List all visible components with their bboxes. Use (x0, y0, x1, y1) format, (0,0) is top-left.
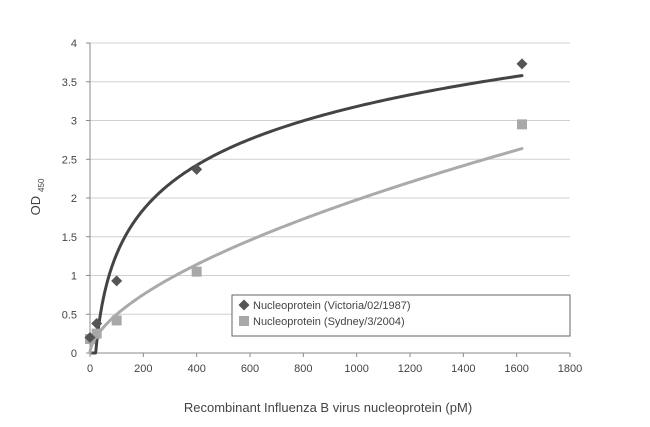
y-axis-title: OD 450 (28, 178, 46, 215)
trend-lines (88, 74, 524, 355)
svg-text:OD450: OD 450 (28, 178, 46, 215)
legend-box (231, 294, 571, 337)
y-tick-label: 2.5 (62, 154, 77, 166)
series-1-point (84, 332, 96, 343)
x-tick-label: 1400 (451, 363, 475, 375)
x-tick-label: 600 (241, 363, 259, 375)
gridlines (90, 42, 570, 315)
legend-label-series-1: Nucleoprotein (Victoria/02/1987) (253, 300, 411, 312)
series-2-point (91, 328, 102, 339)
x-tick-label: 1200 (398, 363, 422, 375)
x-tick-label: 1600 (504, 363, 528, 375)
series-1-point (111, 275, 123, 287)
x-tick-label: 0 (87, 363, 93, 375)
y-tick-label: 0.5 (62, 309, 77, 321)
series-2-point (517, 119, 527, 130)
y-axis-title-main: OD (28, 196, 43, 216)
y-tick-labels: 0 0.5 1 1.5 2 2.5 3 3.5 4 (62, 38, 77, 360)
series-1-point (91, 318, 103, 330)
y-tick-label: 0 (71, 348, 77, 360)
series-2-point (111, 315, 122, 326)
y-axis-title-subscript: 450 (37, 178, 46, 192)
y-tick-label: 1.5 (62, 232, 77, 244)
series-1-point (191, 163, 203, 175)
data-points (84, 58, 528, 345)
y-tick-label: 3.5 (62, 77, 77, 89)
y-tick-label: 2 (71, 193, 77, 205)
y-tick-label: 1 (71, 271, 77, 283)
series-2-point (191, 266, 202, 277)
y-tick-label: 4 (71, 38, 77, 50)
legend-marker-series-1 (238, 299, 250, 311)
x-axis-title: Recombinant Influenza B virus nucleoprot… (184, 400, 472, 415)
trend-line-series-2 (88, 147, 524, 355)
x-tick-label: 1000 (344, 363, 368, 375)
x-tick-labels: 0 200 400 600 800 1000 1200 1400 1600 1800 (87, 363, 582, 375)
legend: Nucleoprotein (Victoria/02/1987) Nucleopr… (231, 294, 571, 337)
axes (86, 42, 571, 357)
legend-label-series-2: Nucleoprotein (Sydney/3/2004) (253, 316, 405, 328)
x-tick-label: 400 (187, 363, 205, 375)
legend-marker-series-2 (239, 316, 249, 326)
trend-line-series-1 (89, 74, 524, 355)
series-1-point (516, 58, 528, 70)
x-tick-label: 200 (134, 363, 152, 375)
x-tick-label: 1800 (558, 363, 582, 375)
x-tick-label: 800 (294, 363, 312, 375)
y-tick-label: 3 (71, 116, 77, 128)
